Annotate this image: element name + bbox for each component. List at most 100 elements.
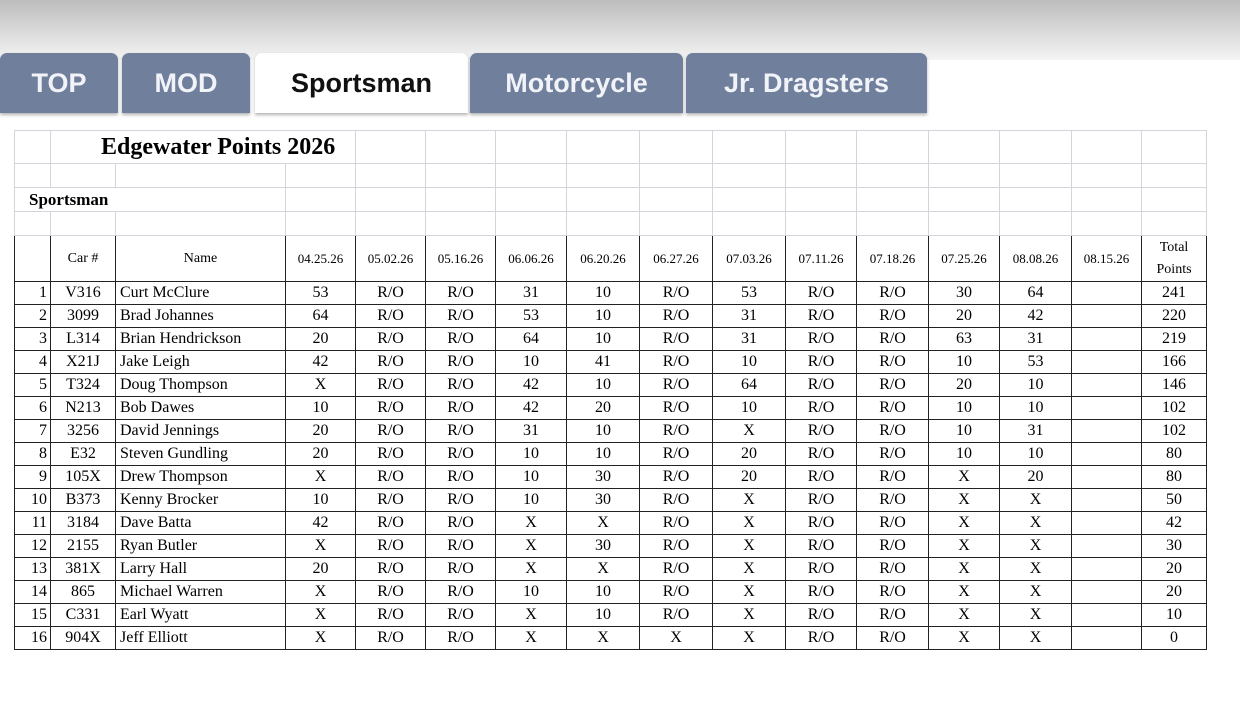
event-points: 10 [566, 419, 641, 443]
cell [495, 163, 568, 188]
cell [115, 163, 286, 188]
spacer-row [14, 163, 1208, 188]
event-points: R/O [785, 580, 858, 604]
event-points: X [495, 626, 568, 650]
date-header: 07.03.26 [712, 235, 787, 282]
data-row: 10 B373 Kenny Brocker 10 R/O R/O 10 30 R/O X R/O R/… [14, 488, 1208, 512]
data-row: 3 L314 Brian Hendrickson 20 R/O R/O 64 10 R/O 31 R… [14, 327, 1208, 351]
event-points [1071, 373, 1143, 397]
cell [856, 211, 930, 236]
event-points: 10 [566, 327, 641, 351]
event-points: R/O [639, 373, 714, 397]
event-points: 42 [495, 396, 568, 420]
event-points: 20 [928, 304, 1001, 328]
event-points: R/O [639, 327, 714, 351]
total-points: 102 [1141, 419, 1208, 443]
event-points: R/O [856, 626, 930, 650]
spacer-row [14, 211, 1208, 236]
driver-name: Brian Hendrickson [115, 327, 286, 351]
event-points: X [928, 465, 1001, 489]
event-points: X [639, 626, 714, 650]
cell [1141, 130, 1208, 164]
event-points [1071, 327, 1143, 351]
event-points: R/O [355, 557, 427, 581]
event-points: R/O [355, 603, 427, 627]
data-row: 8 E32 Steven Gundling 20 R/O R/O 10 10 R/O 20 R/O R… [14, 442, 1208, 466]
event-points: X [712, 419, 787, 443]
event-points: X [495, 557, 568, 581]
driver-name: Bob Dawes [115, 396, 286, 420]
event-points: 10 [495, 580, 568, 604]
data-row: 5 T324 Doug Thompson X R/O R/O 42 10 R/O 64 R/O R/O… [14, 373, 1208, 397]
cell [1141, 211, 1208, 236]
cell [355, 130, 427, 164]
rank: 5 [14, 373, 51, 397]
event-points: 20 [928, 373, 1001, 397]
tab[interactable]: MOD [122, 53, 250, 113]
event-points [1071, 396, 1143, 420]
event-points: R/O [639, 396, 714, 420]
cell [566, 211, 641, 236]
date-header: 08.08.26 [999, 235, 1073, 282]
rank: 11 [14, 511, 51, 535]
tab[interactable]: Sportsman [255, 53, 468, 113]
event-points: R/O [785, 327, 858, 351]
tab[interactable]: Motorcycle [470, 53, 683, 113]
driver-name: Ryan Butler [115, 534, 286, 558]
event-points: 10 [999, 373, 1073, 397]
cell [1071, 211, 1143, 236]
car-number: 3256 [50, 419, 116, 443]
total-points: 146 [1141, 373, 1208, 397]
event-points: R/O [355, 442, 427, 466]
event-points: R/O [785, 626, 858, 650]
cell [785, 130, 858, 164]
event-points: R/O [785, 603, 858, 627]
cell [14, 130, 51, 164]
event-points: 31 [712, 327, 787, 351]
event-points: R/O [355, 419, 427, 443]
event-points: R/O [785, 304, 858, 328]
driver-name: Michael Warren [115, 580, 286, 604]
event-points: R/O [425, 281, 497, 305]
rank: 8 [14, 442, 51, 466]
event-points: R/O [785, 350, 858, 374]
event-points: X [999, 534, 1073, 558]
event-points: 10 [566, 373, 641, 397]
driver-name: Steven Gundling [115, 442, 286, 466]
event-points [1071, 350, 1143, 374]
tab[interactable]: Jr. Dragsters [686, 53, 927, 113]
event-points: R/O [785, 373, 858, 397]
driver-name: Curt McClure [115, 281, 286, 305]
date-header: 08.15.26 [1071, 235, 1143, 282]
cell [928, 187, 1001, 212]
driver-name: David Jennings [115, 419, 286, 443]
event-points: R/O [639, 281, 714, 305]
event-points: 30 [928, 281, 1001, 305]
car-number: T324 [50, 373, 116, 397]
cell [785, 187, 858, 212]
cell [495, 187, 568, 212]
rank: 10 [14, 488, 51, 512]
event-points: R/O [355, 350, 427, 374]
event-points: R/O [425, 465, 497, 489]
event-points: R/O [425, 373, 497, 397]
cell [639, 130, 714, 164]
total-points: 0 [1141, 626, 1208, 650]
total-points: 241 [1141, 281, 1208, 305]
total-points: 80 [1141, 465, 1208, 489]
event-points [1071, 488, 1143, 512]
date-header: 06.20.26 [566, 235, 641, 282]
car-number: B373 [50, 488, 116, 512]
event-points: R/O [425, 580, 497, 604]
tab[interactable]: TOP [0, 53, 118, 113]
rank: 1 [14, 281, 51, 305]
event-points: R/O [425, 534, 497, 558]
event-points: X [495, 603, 568, 627]
event-points: R/O [355, 580, 427, 604]
total-points: 102 [1141, 396, 1208, 420]
event-points: 10 [495, 465, 568, 489]
rank: 16 [14, 626, 51, 650]
event-points: R/O [856, 304, 930, 328]
date-header: 04.25.26 [284, 235, 357, 282]
